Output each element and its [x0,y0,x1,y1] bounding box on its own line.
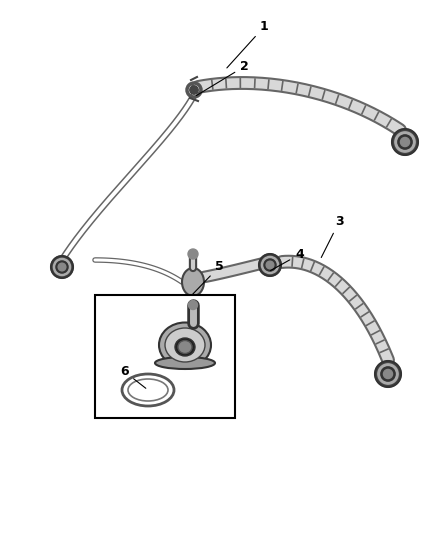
Circle shape [190,86,198,94]
Circle shape [398,135,412,149]
Circle shape [264,259,276,271]
Circle shape [188,249,198,259]
Circle shape [395,132,415,152]
Circle shape [259,254,281,276]
Circle shape [383,369,392,378]
Text: 1: 1 [227,20,269,68]
Ellipse shape [182,268,204,296]
Text: 6: 6 [120,365,146,388]
Text: 2: 2 [196,60,249,95]
Circle shape [53,259,71,276]
Text: 5: 5 [192,260,224,295]
Ellipse shape [165,328,205,362]
Bar [95,295,235,418]
Circle shape [58,263,66,271]
Circle shape [56,261,68,273]
Text: 3: 3 [321,215,344,257]
Ellipse shape [178,341,192,353]
Ellipse shape [175,338,195,356]
Circle shape [188,301,198,310]
Circle shape [381,367,395,381]
Circle shape [378,364,398,384]
Circle shape [51,256,73,278]
Ellipse shape [159,322,211,367]
Circle shape [266,261,274,269]
Circle shape [400,138,410,147]
Text: 4: 4 [270,248,304,271]
Circle shape [392,129,418,155]
Ellipse shape [155,357,215,369]
Circle shape [261,256,279,273]
Circle shape [375,361,401,387]
